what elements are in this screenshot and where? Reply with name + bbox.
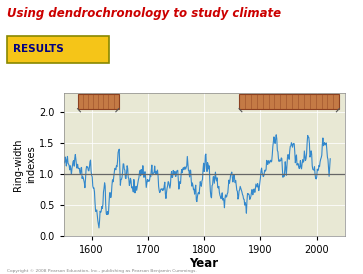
Text: RESULTS: RESULTS [13, 44, 64, 54]
X-axis label: Year: Year [189, 258, 219, 270]
Text: Using dendrochronology to study climate: Using dendrochronology to study climate [7, 7, 281, 20]
Text: Copyright © 2008 Pearson Education, Inc., publishing as Pearson Benjamin Cumming: Copyright © 2008 Pearson Education, Inc.… [7, 269, 197, 273]
Y-axis label: Ring-width
indexes: Ring-width indexes [13, 138, 36, 191]
